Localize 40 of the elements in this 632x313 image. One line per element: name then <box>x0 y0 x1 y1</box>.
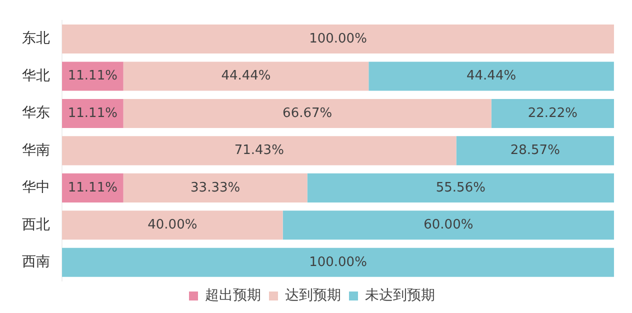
bar <box>123 62 369 91</box>
bar <box>491 98 614 128</box>
data-label: 33.33% <box>190 180 240 196</box>
data-label: 11.11% <box>68 180 118 196</box>
data-label: 11.11% <box>68 106 118 121</box>
data-label: 22.22% <box>528 106 578 121</box>
y-tick-label: 华东 <box>22 105 50 122</box>
bar <box>62 136 456 166</box>
bar <box>123 173 308 202</box>
data-label: 55.56% <box>436 180 486 196</box>
legend-label: 达到预期 <box>285 288 341 304</box>
y-tick-label: 西南 <box>22 254 50 270</box>
bar <box>62 62 124 91</box>
data-label: 28.57% <box>510 143 560 158</box>
data-label: 11.11% <box>68 68 118 84</box>
bar <box>62 24 614 54</box>
data-label: 40.00% <box>148 218 198 233</box>
bar <box>62 98 124 128</box>
legend-label: 超出预期 <box>205 288 261 304</box>
y-tick-label: 东北 <box>22 30 50 47</box>
bar <box>62 173 124 202</box>
y-tick-label: 华南 <box>22 142 50 158</box>
bar <box>456 136 614 166</box>
y-tick-label: 西北 <box>22 216 50 233</box>
bar <box>123 98 492 128</box>
y-tick-label: 华中 <box>22 180 50 196</box>
data-label: 100.00% <box>309 254 367 270</box>
bar <box>62 248 614 277</box>
data-label: 100.00% <box>309 31 367 46</box>
data-label: 60.00% <box>424 218 474 233</box>
legend-label: 未达到预期 <box>365 288 435 304</box>
data-label: 44.44% <box>221 68 271 84</box>
data-label: 44.44% <box>466 68 516 84</box>
y-tick-label: 华北 <box>22 68 50 84</box>
data-label: 66.67% <box>282 106 332 121</box>
bar <box>307 173 614 202</box>
data-label: 71.43% <box>234 143 284 158</box>
bar <box>368 62 614 91</box>
bar <box>62 210 283 240</box>
bar <box>282 210 614 240</box>
